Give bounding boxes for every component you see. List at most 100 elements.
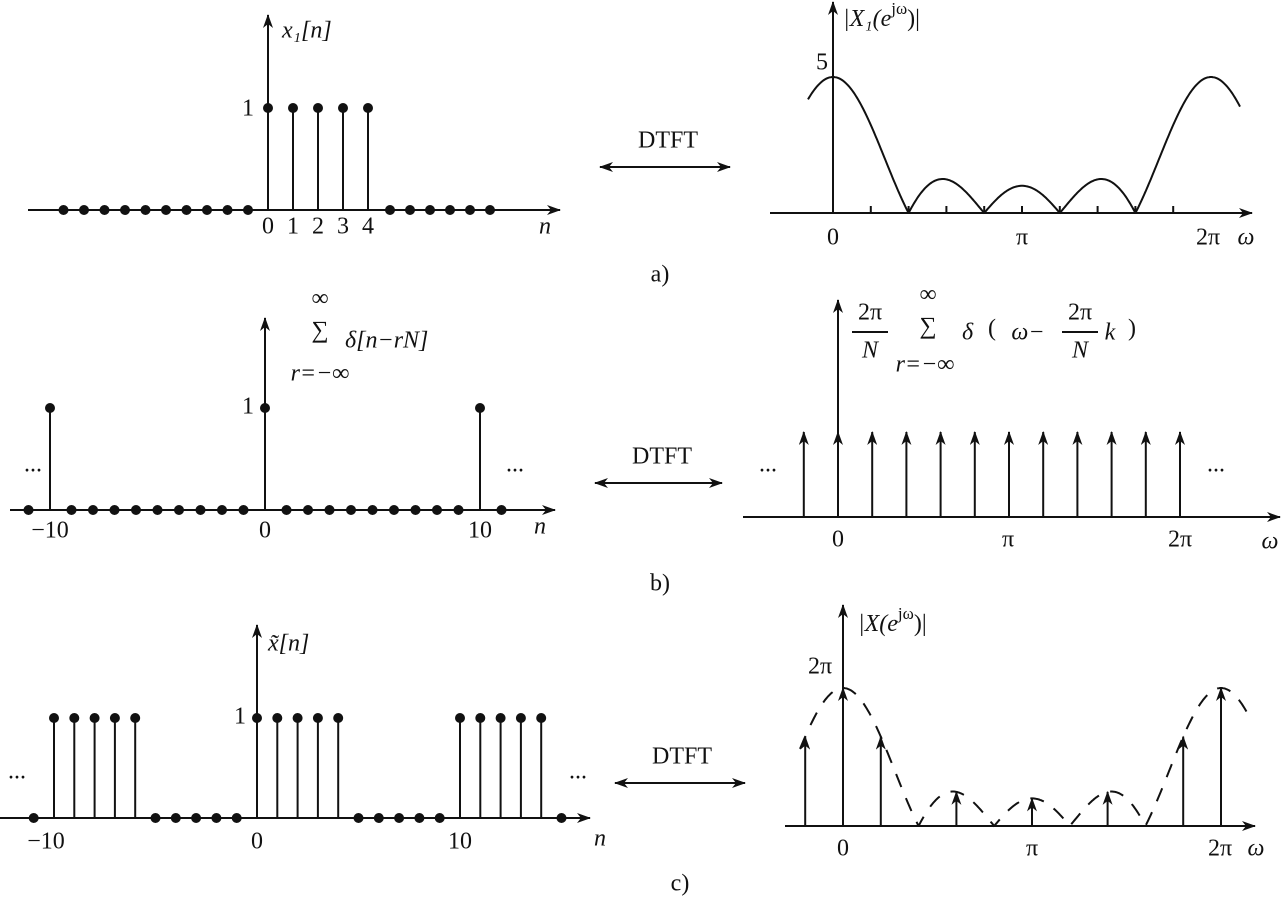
sample-dot [288,103,298,113]
magnitude-curve [807,76,1241,215]
sum-lower: r=−∞ [896,352,955,378]
caption: a) [651,262,670,288]
sample-dot [231,813,242,823]
ellipsis: ... [1207,452,1225,478]
ellipsis: ... [759,452,777,478]
sample-dot [556,813,567,823]
n-tick-label: 0 [262,214,274,240]
k-symbol: k [1105,320,1116,346]
sample-dot [243,205,253,215]
signal-label: x₁[n] [281,18,332,44]
sample-dot [346,505,356,515]
sample-dot [202,205,212,215]
sample-dot [89,713,100,723]
sample-dot [120,205,130,215]
sum-upper: ∞ [919,282,936,308]
sample-dot [445,205,455,215]
n-tick-label: 3 [337,214,349,240]
label-part: jω [897,604,914,623]
sample-dot [66,505,77,515]
sample-dot [181,205,192,215]
omega-tick-label: π [1026,836,1038,862]
omega-tick-label: 2π [1168,527,1192,553]
sum-upper: ∞ [311,286,328,312]
omega-tick-label: 2π [1196,225,1220,251]
sample-dot [475,713,486,723]
sum-term: δ [962,320,974,346]
omega-tick-label: π [1016,225,1028,251]
omega-tick-label: 0 [832,527,844,553]
spectrum-label: |X(ejω)| [858,604,927,636]
envelope-curve [799,687,1249,828]
sample-dot [252,713,262,723]
sample-dot [536,713,547,723]
omega-minus: ω− [1011,320,1044,346]
n-tick-label: 4 [362,214,374,240]
transform-label: DTFT [652,744,712,770]
sample-dot [515,713,526,723]
sum-sign: ∑ [919,314,936,340]
paren: ( [988,316,996,342]
sample-dot [338,103,348,113]
sample-dot [324,505,335,515]
sample-dot [152,505,163,515]
sample-dot [485,205,495,215]
sample-dot [389,505,399,515]
axis-name: n [534,514,546,540]
sample-dot [263,103,273,113]
sample-dot [292,713,303,723]
amplitude-label: 1 [242,96,254,122]
sample-dot [385,205,395,215]
omega-tick-label: 0 [837,836,849,862]
signal-label: x̃[n] [267,631,309,657]
sample-dot [191,813,202,823]
sample-dot [260,403,270,413]
amplitude-label: 2π [808,654,832,680]
sample-dot [174,505,184,515]
sample-dot [195,505,206,515]
axis-name: ω [1248,836,1265,862]
amplitude-label: 5 [816,50,828,76]
sample-dot [465,205,475,215]
caption: c) [671,871,690,897]
sample-dot [58,205,69,215]
sample-dot [353,813,364,823]
sample-dot [373,813,384,823]
sample-dot [272,713,283,723]
sample-dot [23,505,34,515]
fraction-denominator: N [861,338,880,364]
transform-label: DTFT [638,128,698,154]
n-tick-label: −10 [27,829,65,855]
label-part: )| [914,611,927,637]
omega-tick-label: π [1002,527,1014,553]
omega-tick-label: 2π [1208,836,1232,862]
sample-dot [495,713,506,723]
label-part: |X₁(e [843,6,892,32]
sample-dot [496,505,507,515]
caption: b) [650,571,670,597]
sample-dot [88,505,98,515]
sample-dot [211,813,222,823]
sample-dot [281,505,292,515]
sample-dot [99,205,110,215]
n-tick-label: 2 [312,214,324,240]
sample-dot [313,103,323,113]
ellipsis: ... [506,452,524,478]
ellipsis: ... [8,759,26,785]
sample-dot [131,505,141,515]
amplitude-label: 1 [242,394,254,420]
axis-name: n [594,826,606,852]
sample-dot [475,403,485,413]
sample-dot [425,205,435,215]
sample-dot [222,205,233,215]
sample-dot [140,205,151,215]
sample-dot [49,713,59,723]
amplitude-label: 1 [234,704,246,730]
ellipsis: ... [569,759,587,785]
spectrum-label: |X₁(ejω)| [843,0,920,32]
sample-dot [410,505,421,515]
sample-dot [414,813,425,823]
n-tick-label: 10 [448,829,472,855]
